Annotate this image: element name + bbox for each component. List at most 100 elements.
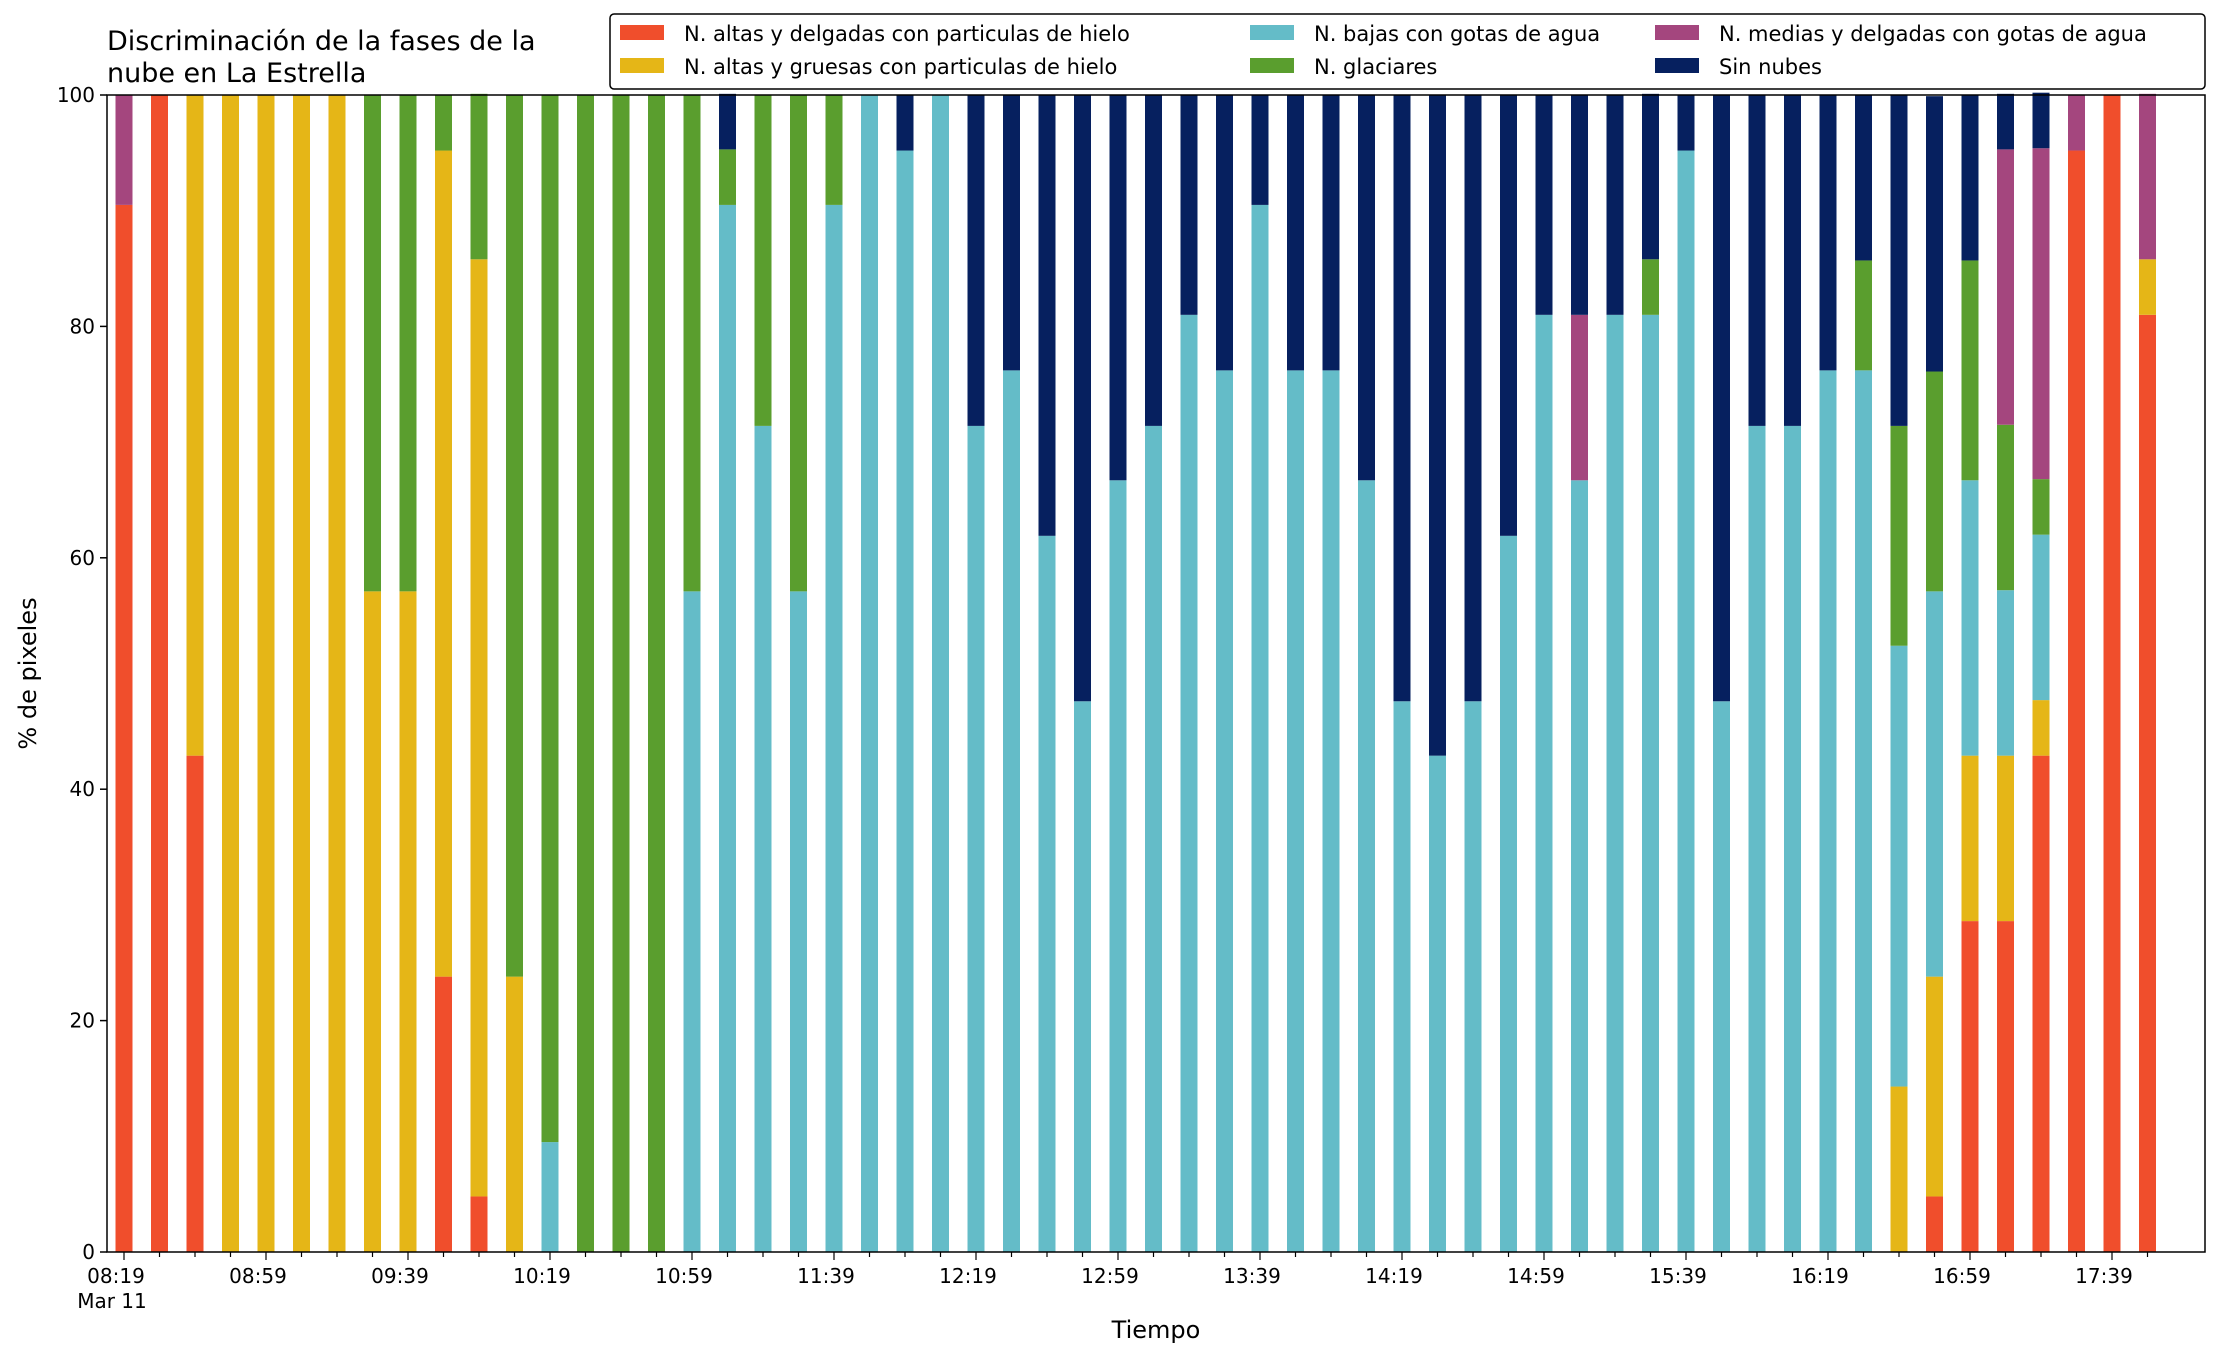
bar-segment [506,95,523,977]
bar-segment [612,95,630,1252]
bar-segment [1784,95,1801,426]
legend-entry: N. glaciares [1314,55,1437,79]
x-tick-label: 16:59 [1933,1264,1991,1288]
bar-segment [435,150,452,977]
bar-segment [1358,480,1375,1252]
plot-frame [106,94,2206,1253]
bar-segment [1500,95,1517,536]
bar-segment [2032,479,2050,535]
bar-segment [1890,645,1908,1087]
bar-segment [328,95,346,1252]
bar-segment [2032,534,2050,701]
x-tick-label: 12:59 [1081,1264,1139,1288]
bar-segment [2139,93,2156,260]
bar-segment [1393,95,1411,702]
bar-segment [2032,148,2050,480]
y-tick-label: 100 [57,83,95,107]
bar-segment [1145,425,1162,1252]
bar-segment [754,95,772,426]
bar-segment [1535,314,1553,1253]
x-tick-label: 17:39 [2075,1264,2133,1288]
bar-segment [1961,95,1979,261]
bar-segment [1961,755,1979,922]
bar-segment [967,425,985,1252]
bar-segment [1500,535,1517,1252]
y-tick-label: 80 [70,314,95,338]
bar-segment [2068,95,2085,151]
bar-segment [1571,95,1588,315]
bar-segment [115,95,133,205]
bar-segment [1642,314,1659,1253]
bar-segment [1997,921,2014,1252]
bar-segment [1855,95,1872,261]
bar-segment [648,95,665,1252]
bar-segment [1890,425,1908,646]
bar-segment [2139,314,2156,1253]
chart-title-line: Discriminación de la fases de la [107,26,536,57]
bar-segment [1926,96,1943,372]
bar-segment [2068,150,2085,1252]
x-tick-label: 08:59 [229,1264,287,1288]
bar-segment [1429,95,1446,756]
x-tick-label: 08:19 [87,1264,145,1288]
legend-entry: N. altas y delgadas con particulas de hi… [684,22,1130,46]
bar-segment [1287,370,1304,1252]
bar-segment [1748,95,1766,426]
chart-title-line: nube en La Estrella [107,58,366,89]
bar-segment [1677,95,1695,151]
bar-segment [1074,95,1091,702]
bar-segment [1997,424,2014,591]
bar-segment [1713,95,1730,702]
y-axis-label: % de pixeles [14,597,42,749]
bar-segment [577,95,594,1252]
bar-segment [1038,535,1056,1252]
y-axis: 0 20 40 60 80 100 [57,83,107,1264]
legend-box [609,13,2206,90]
bars-layer [115,92,2156,1253]
x-tick-label: 12:19 [939,1264,997,1288]
y-tick-label: 20 [70,1009,95,1033]
bar-segment [1038,95,1056,536]
legend-swatch [620,58,664,73]
bar-segment [1961,921,1979,1252]
bar-segment [1429,755,1446,1252]
bar-segment [399,591,417,1252]
x-tick-label: 11:39 [797,1264,855,1288]
bar-segment [1748,425,1766,1252]
legend-entry: N. altas y gruesas con particulas de hie… [684,55,1117,79]
y-tick-label: 60 [70,546,95,570]
bar-segment [719,149,736,205]
bar-segment [825,204,843,1252]
x-tick-label: 10:59 [655,1264,713,1288]
x-tick-label: 16:19 [1791,1264,1849,1288]
bar-segment [2032,92,2050,149]
bar-segment [2103,95,2121,1252]
bar-segment [1251,95,1269,205]
bar-segment [1287,95,1304,371]
bar-segment [151,95,168,1252]
bar-segment [1890,95,1908,426]
bar-segment [257,95,275,1252]
bar-segment [186,755,204,1252]
bar-segment [790,591,807,1252]
bar-segment [1677,150,1695,1252]
bar-segment [1606,95,1624,315]
bar-segment [1180,314,1198,1253]
bar-segment [1926,591,1943,977]
bar-segment [932,95,949,1252]
x-tick-label: 15:39 [1649,1264,1707,1288]
bar-segment [1216,95,1233,371]
bar-segment [1642,93,1659,260]
bar-segment [1358,95,1375,481]
bar-segment [470,1196,488,1252]
bar-segment [861,95,878,1252]
bar-segment [683,591,701,1252]
bar-segment [896,150,914,1252]
bar-segment [222,95,239,1252]
bar-segment [1997,149,2014,425]
bar-segment [541,1142,559,1252]
bar-segment [364,95,381,592]
